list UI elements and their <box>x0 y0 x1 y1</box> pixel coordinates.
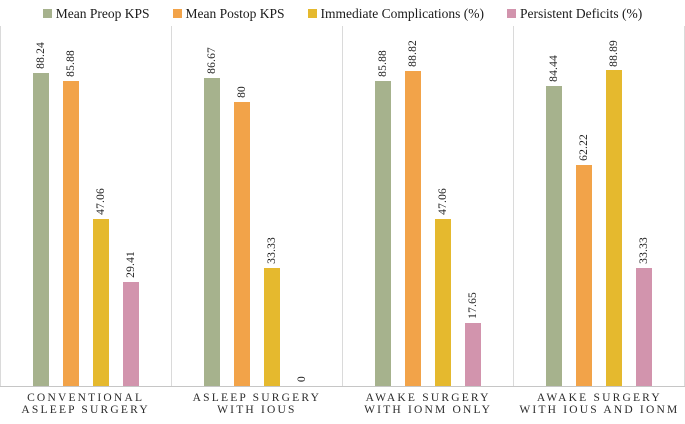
bar <box>264 267 280 386</box>
legend-item-2: Immediate Complications (%) <box>307 5 484 22</box>
bar-value-label: 47.06 <box>437 188 449 215</box>
category-label-line: AWAKE SURGERY <box>536 392 662 404</box>
legend-label: Mean Postop KPS <box>185 5 285 21</box>
category-label-1: ASLEEP SURGERY WITH IOUS <box>171 387 342 424</box>
bar <box>405 70 421 386</box>
bar-value-label: 17.65 <box>467 292 479 320</box>
category-label-2: AWAKE SURGERY WITH IONM ONLY <box>343 387 514 424</box>
category-label-0: CONVENTIONAL ASLEEP SURGERY <box>0 387 171 424</box>
bar-column: 47.06 <box>435 26 451 386</box>
bar-column: 85.88 <box>63 26 79 386</box>
legend-swatch-icon <box>507 9 516 18</box>
category-label-line: AWAKE SURGERY <box>365 392 491 404</box>
bar <box>606 70 622 386</box>
bar <box>636 267 652 386</box>
bar-column: 85.88 <box>375 26 391 386</box>
bar <box>234 102 250 386</box>
bar-value-label: 47.06 <box>95 188 107 215</box>
legend-item-1: Mean Postop KPS <box>172 5 285 22</box>
bar-column: 86.67 <box>204 26 220 386</box>
bar-column: 47.06 <box>93 26 109 386</box>
group-panel-1: 86.67 80 33.33 0 <box>171 26 342 386</box>
legend-item-3: Persistent Deficits (%) <box>507 6 642 22</box>
category-axis: CONVENTIONAL ASLEEP SURGERY ASLEEP SURGERY… <box>0 387 685 424</box>
bar-column: 17.65 <box>465 26 481 386</box>
chart-legend: Mean Preop KPS Mean Postop KPS Immediate C… <box>0 0 685 26</box>
category-label-line: WITH IOUS AND IONM <box>519 404 680 416</box>
bar-value-label: 88.24 <box>35 41 47 69</box>
plot-area: 88.24 85.88 47.06 29.41 86.67 80 33.33 0 85.88 88… <box>0 26 685 387</box>
bar-column: 88.24 <box>33 26 49 386</box>
bar <box>435 218 451 386</box>
bar-column: 88.89 <box>606 26 622 386</box>
bar-column: 0 <box>294 26 310 386</box>
bar-column: 29.41 <box>123 26 139 386</box>
bar-value-label: 33.33 <box>266 236 278 264</box>
bar-value-label: 33.33 <box>638 236 650 264</box>
bar-column: 88.82 <box>405 26 421 386</box>
legend-item-0: Mean Preop KPS <box>42 5 150 22</box>
bar-value-label: 62.22 <box>578 134 590 162</box>
bar <box>465 323 481 386</box>
bar <box>93 218 109 386</box>
bar-value-label: 84.44 <box>548 55 560 83</box>
category-label-line: CONVENTIONAL <box>27 392 145 404</box>
legend-swatch-icon <box>42 9 52 18</box>
bar-column: 33.33 <box>636 26 652 386</box>
bar <box>204 78 220 386</box>
category-label-line: WITH IOUS <box>217 404 297 416</box>
category-label-line: ASLEEP SURGERY <box>192 392 322 404</box>
bar <box>63 81 79 386</box>
legend-label: Persistent Deficits (%) <box>520 5 643 21</box>
bar-value-label: 86.67 <box>206 47 218 75</box>
legend-swatch-icon <box>172 9 182 18</box>
bar-value-label: 0 <box>296 376 308 382</box>
group-panel-0: 88.24 85.88 47.06 29.41 <box>0 26 171 386</box>
bar-value-label: 88.89 <box>608 39 620 67</box>
bar <box>546 86 562 386</box>
bar <box>123 281 139 386</box>
legend-label: Immediate Complications (%) <box>320 5 484 21</box>
group-panel-3: 84.44 62.22 88.89 33.33 <box>513 26 685 386</box>
legend-label: Mean Preop KPS <box>55 5 150 21</box>
bar-column: 84.44 <box>546 26 562 386</box>
bar-column: 33.33 <box>264 26 280 386</box>
legend-swatch-icon <box>307 9 317 18</box>
bar-value-label: 85.88 <box>377 50 389 78</box>
bar-value-label: 85.88 <box>65 50 77 78</box>
bar <box>375 81 391 386</box>
bar <box>576 165 592 386</box>
bar <box>33 72 49 386</box>
bar-column: 62.22 <box>576 26 592 386</box>
bar-value-label: 88.82 <box>407 39 419 67</box>
group-panel-2: 85.88 88.82 47.06 17.65 <box>342 26 513 386</box>
category-label-line: WITH IONM ONLY <box>364 404 493 416</box>
category-label-line: ASLEEP SURGERY <box>21 404 150 416</box>
bar-value-label: 29.41 <box>125 250 137 278</box>
category-label-3: AWAKE SURGERY WITH IOUS AND IONM <box>514 387 685 424</box>
bar-value-label: 80 <box>236 86 248 98</box>
bar-column: 80 <box>234 26 250 386</box>
